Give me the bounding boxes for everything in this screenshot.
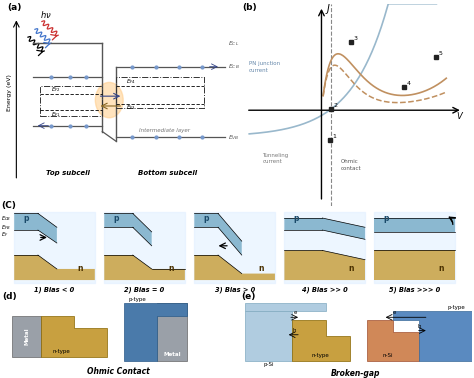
- Polygon shape: [194, 255, 275, 280]
- Polygon shape: [284, 218, 365, 239]
- Text: 1) Bias < 0: 1) Bias < 0: [35, 286, 74, 293]
- Bar: [116, 76, 204, 108]
- Text: Energy (eV): Energy (eV): [7, 74, 12, 111]
- Text: p-type: p-type: [128, 297, 146, 302]
- Polygon shape: [245, 303, 327, 311]
- Polygon shape: [393, 311, 472, 361]
- Ellipse shape: [95, 82, 123, 118]
- Text: $E_{CB}$: $E_{CB}$: [228, 62, 239, 71]
- Text: Metal: Metal: [24, 328, 29, 345]
- Text: Bottom subcell: Bottom subcell: [138, 170, 197, 176]
- Polygon shape: [245, 311, 292, 361]
- Text: $E_{CL}$: $E_{CL}$: [228, 39, 239, 48]
- Text: $J$: $J$: [325, 2, 331, 16]
- Text: $E_{F4}$: $E_{F4}$: [126, 77, 136, 86]
- Text: Ohmic Contact: Ohmic Contact: [87, 367, 150, 376]
- Text: (e): (e): [242, 292, 256, 301]
- Text: Tunneling
current: Tunneling current: [262, 153, 289, 164]
- Text: p: p: [23, 214, 29, 223]
- Text: h: h: [417, 324, 420, 329]
- Polygon shape: [12, 316, 42, 357]
- Polygon shape: [14, 255, 95, 280]
- Polygon shape: [284, 251, 365, 280]
- Bar: [39, 86, 102, 116]
- Text: (C): (C): [1, 201, 16, 210]
- Text: Ohmic
contact: Ohmic contact: [341, 159, 362, 171]
- Text: e: e: [393, 310, 397, 315]
- Text: (a): (a): [7, 3, 21, 12]
- Text: $E_{FB}$: $E_{FB}$: [1, 223, 11, 232]
- Polygon shape: [374, 251, 455, 280]
- Text: $E_{F1}$: $E_{F1}$: [51, 110, 61, 119]
- Text: $E_{F3}$: $E_{F3}$: [126, 103, 136, 112]
- Polygon shape: [367, 320, 419, 361]
- Text: p-type: p-type: [447, 305, 465, 310]
- Text: 1: 1: [332, 134, 336, 139]
- Text: 3: 3: [354, 36, 358, 41]
- Text: Broken-gap: Broken-gap: [331, 369, 380, 378]
- Polygon shape: [374, 218, 455, 232]
- Text: $h\nu$: $h\nu$: [39, 9, 51, 20]
- Text: n: n: [258, 264, 264, 273]
- Polygon shape: [14, 213, 57, 243]
- Text: $E_{F2}$: $E_{F2}$: [51, 85, 61, 94]
- Polygon shape: [157, 303, 187, 361]
- Text: $E_F$: $E_F$: [1, 229, 9, 239]
- Text: (b): (b): [243, 3, 257, 12]
- Text: p-Si: p-Si: [263, 361, 273, 367]
- Text: Metal: Metal: [163, 352, 181, 357]
- Text: n: n: [78, 264, 83, 273]
- Text: $E_{VB}$: $E_{VB}$: [228, 133, 239, 142]
- Text: (d): (d): [2, 292, 17, 301]
- Text: n-type: n-type: [312, 353, 329, 358]
- Text: Top subcell: Top subcell: [46, 170, 90, 176]
- Text: p: p: [113, 214, 119, 223]
- Text: 5: 5: [439, 51, 443, 56]
- Text: n: n: [438, 264, 444, 273]
- Text: n: n: [168, 264, 173, 273]
- Text: PN junction
current: PN junction current: [249, 61, 280, 73]
- Text: n-Si: n-Si: [383, 353, 393, 358]
- Text: 2) Bias = 0: 2) Bias = 0: [125, 286, 164, 293]
- Text: 2: 2: [334, 103, 338, 108]
- Text: $V$: $V$: [456, 110, 465, 121]
- Polygon shape: [194, 213, 242, 255]
- Text: 5) Bias >>> 0: 5) Bias >>> 0: [389, 286, 440, 293]
- Text: p: p: [203, 214, 209, 223]
- Polygon shape: [104, 255, 185, 280]
- Text: 3) Bias > 0: 3) Bias > 0: [215, 286, 255, 293]
- Polygon shape: [292, 320, 350, 361]
- Text: 4) Bias >> 0: 4) Bias >> 0: [302, 286, 347, 293]
- Text: n: n: [348, 264, 354, 273]
- Text: h: h: [293, 328, 296, 333]
- Text: $E_{CB}$: $E_{CB}$: [1, 214, 11, 223]
- Text: p: p: [293, 214, 299, 223]
- Text: e: e: [294, 310, 297, 315]
- Polygon shape: [124, 303, 187, 361]
- Text: 4: 4: [406, 81, 410, 86]
- Text: n-type: n-type: [52, 349, 70, 354]
- Polygon shape: [104, 213, 152, 246]
- Polygon shape: [42, 316, 107, 357]
- Text: p: p: [383, 214, 389, 223]
- Text: Intermediate layer: Intermediate layer: [139, 127, 191, 133]
